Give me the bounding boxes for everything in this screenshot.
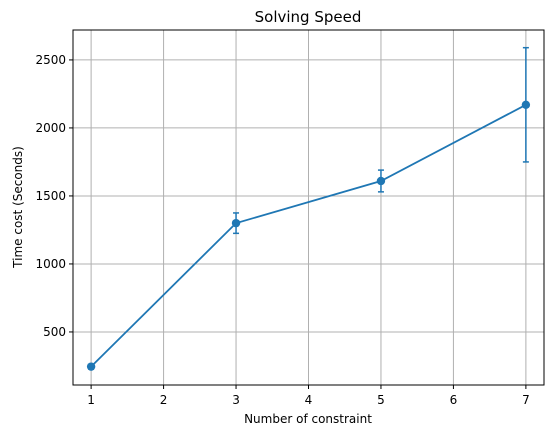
x-tick-label: 1	[87, 393, 95, 407]
x-axis-label: Number of constraint	[244, 412, 372, 426]
data-point	[376, 176, 386, 186]
y-tick-label: 2000	[35, 121, 66, 135]
y-axis-ticks: 500 1000 1500 2000 2500	[35, 53, 73, 339]
x-tick-label: 5	[377, 393, 385, 407]
data-series	[86, 46, 531, 371]
x-tick-label: 4	[305, 393, 313, 407]
x-axis-ticks: 1 2 3 4 5 6 7	[87, 385, 530, 407]
chart-title: Solving Speed	[255, 8, 362, 26]
data-point	[521, 100, 531, 110]
x-tick-label: 3	[232, 393, 240, 407]
data-point	[231, 218, 241, 228]
y-tick-label: 2500	[35, 53, 66, 67]
series-line	[90, 104, 527, 368]
x-tick-label: 2	[160, 393, 168, 407]
x-tick-label: 6	[450, 393, 458, 407]
y-tick-label: 1500	[35, 189, 66, 203]
y-tick-label: 500	[43, 325, 66, 339]
grid	[73, 30, 544, 385]
y-tick-label: 1000	[35, 257, 66, 271]
data-point	[86, 362, 96, 371]
x-tick-label: 7	[522, 393, 530, 407]
y-axis-label: Time cost (Seconds)	[11, 146, 25, 269]
